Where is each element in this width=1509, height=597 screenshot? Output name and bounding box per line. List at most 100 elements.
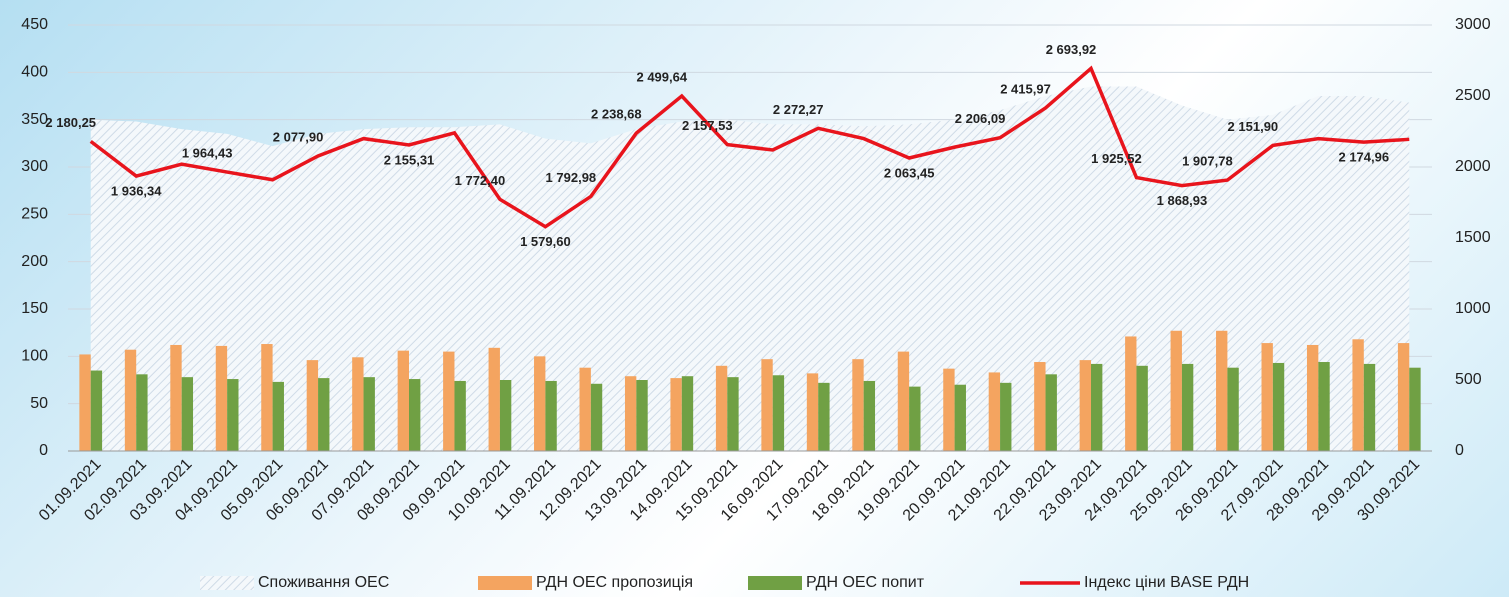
bar bbox=[227, 379, 239, 451]
data-label: 2 063,45 bbox=[884, 165, 935, 180]
bar bbox=[1318, 362, 1330, 451]
bar bbox=[1181, 363, 1194, 451]
bar bbox=[818, 382, 830, 451]
bar bbox=[1136, 365, 1148, 451]
bar bbox=[1261, 343, 1273, 451]
data-label: 2 151,90 bbox=[1228, 119, 1279, 134]
y-tick-label: 100 bbox=[21, 348, 48, 365]
bar bbox=[363, 377, 375, 451]
bar bbox=[761, 359, 773, 451]
data-label: 2 272,27 bbox=[773, 102, 824, 117]
data-label: 2 155,31 bbox=[384, 152, 435, 167]
bar bbox=[1363, 363, 1376, 451]
y-tick-label: 450 bbox=[21, 16, 48, 33]
bar bbox=[170, 344, 182, 451]
bar bbox=[715, 365, 728, 451]
y-tick-label: 400 bbox=[21, 64, 48, 81]
y-tick-label: 300 bbox=[21, 158, 48, 175]
bar bbox=[1034, 362, 1046, 451]
y2-tick-label: 1000 bbox=[1455, 300, 1491, 317]
y2-tick-label: 3000 bbox=[1455, 16, 1491, 33]
bar bbox=[136, 374, 148, 451]
bar bbox=[1216, 330, 1228, 451]
line bbox=[89, 65, 1410, 229]
bar bbox=[1352, 339, 1364, 451]
bar bbox=[90, 370, 103, 451]
data-label: 1 772,40 bbox=[455, 173, 506, 188]
bar bbox=[1409, 367, 1421, 451]
bar bbox=[409, 379, 421, 451]
bar bbox=[1091, 363, 1103, 451]
bar bbox=[181, 377, 194, 451]
data-label: 1 907,78 bbox=[1182, 154, 1233, 169]
bar bbox=[727, 377, 739, 451]
bar bbox=[863, 380, 876, 451]
bar bbox=[261, 344, 273, 451]
bar bbox=[306, 360, 319, 451]
bar bbox=[852, 359, 864, 451]
data-label: 2 180,25 bbox=[45, 115, 96, 130]
data-label: 2 693,92 bbox=[1046, 42, 1097, 57]
bar bbox=[1000, 382, 1012, 451]
y-tick-label: 0 bbox=[39, 442, 48, 459]
y-tick-label: 350 bbox=[21, 111, 48, 128]
bar bbox=[636, 380, 648, 451]
bar bbox=[215, 345, 228, 451]
bar bbox=[1397, 343, 1410, 451]
legend-label: РДН ОЕС попит bbox=[806, 574, 925, 591]
bar bbox=[624, 376, 637, 451]
data-label: 1 925,52 bbox=[1091, 151, 1142, 166]
bar bbox=[1306, 344, 1319, 451]
bar bbox=[897, 351, 910, 451]
bar bbox=[1227, 367, 1239, 451]
y-tick-label: 250 bbox=[21, 206, 48, 223]
bar bbox=[488, 347, 500, 451]
bar bbox=[1170, 330, 1182, 451]
y-tick-label: 200 bbox=[21, 253, 48, 270]
data-label: 2 415,97 bbox=[1000, 81, 1051, 96]
bar bbox=[579, 367, 591, 451]
data-label: 1 936,34 bbox=[111, 183, 162, 198]
data-label: 2 157,53 bbox=[682, 118, 733, 133]
legend-swatch bbox=[748, 576, 802, 590]
legend-label: РДН ОЕС пропозиція bbox=[536, 574, 693, 591]
bar bbox=[670, 378, 682, 451]
bar bbox=[909, 386, 921, 451]
bar bbox=[681, 376, 694, 451]
bar bbox=[454, 380, 466, 451]
bar bbox=[1079, 360, 1091, 451]
bar bbox=[1272, 362, 1285, 451]
bar bbox=[318, 378, 330, 451]
bar bbox=[954, 384, 966, 451]
legend-label: Споживання ОЕС bbox=[258, 574, 389, 591]
bar bbox=[545, 380, 557, 451]
bar bbox=[443, 351, 455, 451]
data-label: 2 077,90 bbox=[273, 129, 324, 144]
bar bbox=[272, 381, 284, 451]
y2-tick-label: 1500 bbox=[1455, 229, 1491, 246]
data-label: 2 499,64 bbox=[636, 69, 687, 84]
bar bbox=[352, 357, 364, 451]
bar bbox=[79, 354, 91, 451]
data-label: 2 206,09 bbox=[955, 111, 1006, 126]
bar bbox=[124, 349, 137, 451]
bar bbox=[806, 373, 819, 451]
data-label: 1 964,43 bbox=[182, 145, 233, 160]
y-tick-label: 150 bbox=[21, 300, 48, 317]
legend-label: Індекс ціни BASE РДН bbox=[1084, 574, 1249, 591]
y-tick-label: 50 bbox=[30, 395, 48, 412]
bar bbox=[988, 372, 1001, 451]
bar bbox=[499, 380, 512, 451]
data-label: 1 792,98 bbox=[546, 170, 597, 185]
bar bbox=[1045, 374, 1057, 451]
bar bbox=[534, 356, 546, 451]
legend-swatch bbox=[200, 576, 254, 590]
data-label: 1 579,60 bbox=[520, 234, 571, 249]
data-label: 1 868,93 bbox=[1157, 193, 1208, 208]
y2-tick-label: 2500 bbox=[1455, 87, 1491, 104]
data-label: 2 174,96 bbox=[1338, 150, 1389, 165]
y2-tick-label: 500 bbox=[1455, 371, 1482, 388]
bar bbox=[943, 368, 955, 451]
y2-tick-label: 2000 bbox=[1455, 158, 1491, 175]
